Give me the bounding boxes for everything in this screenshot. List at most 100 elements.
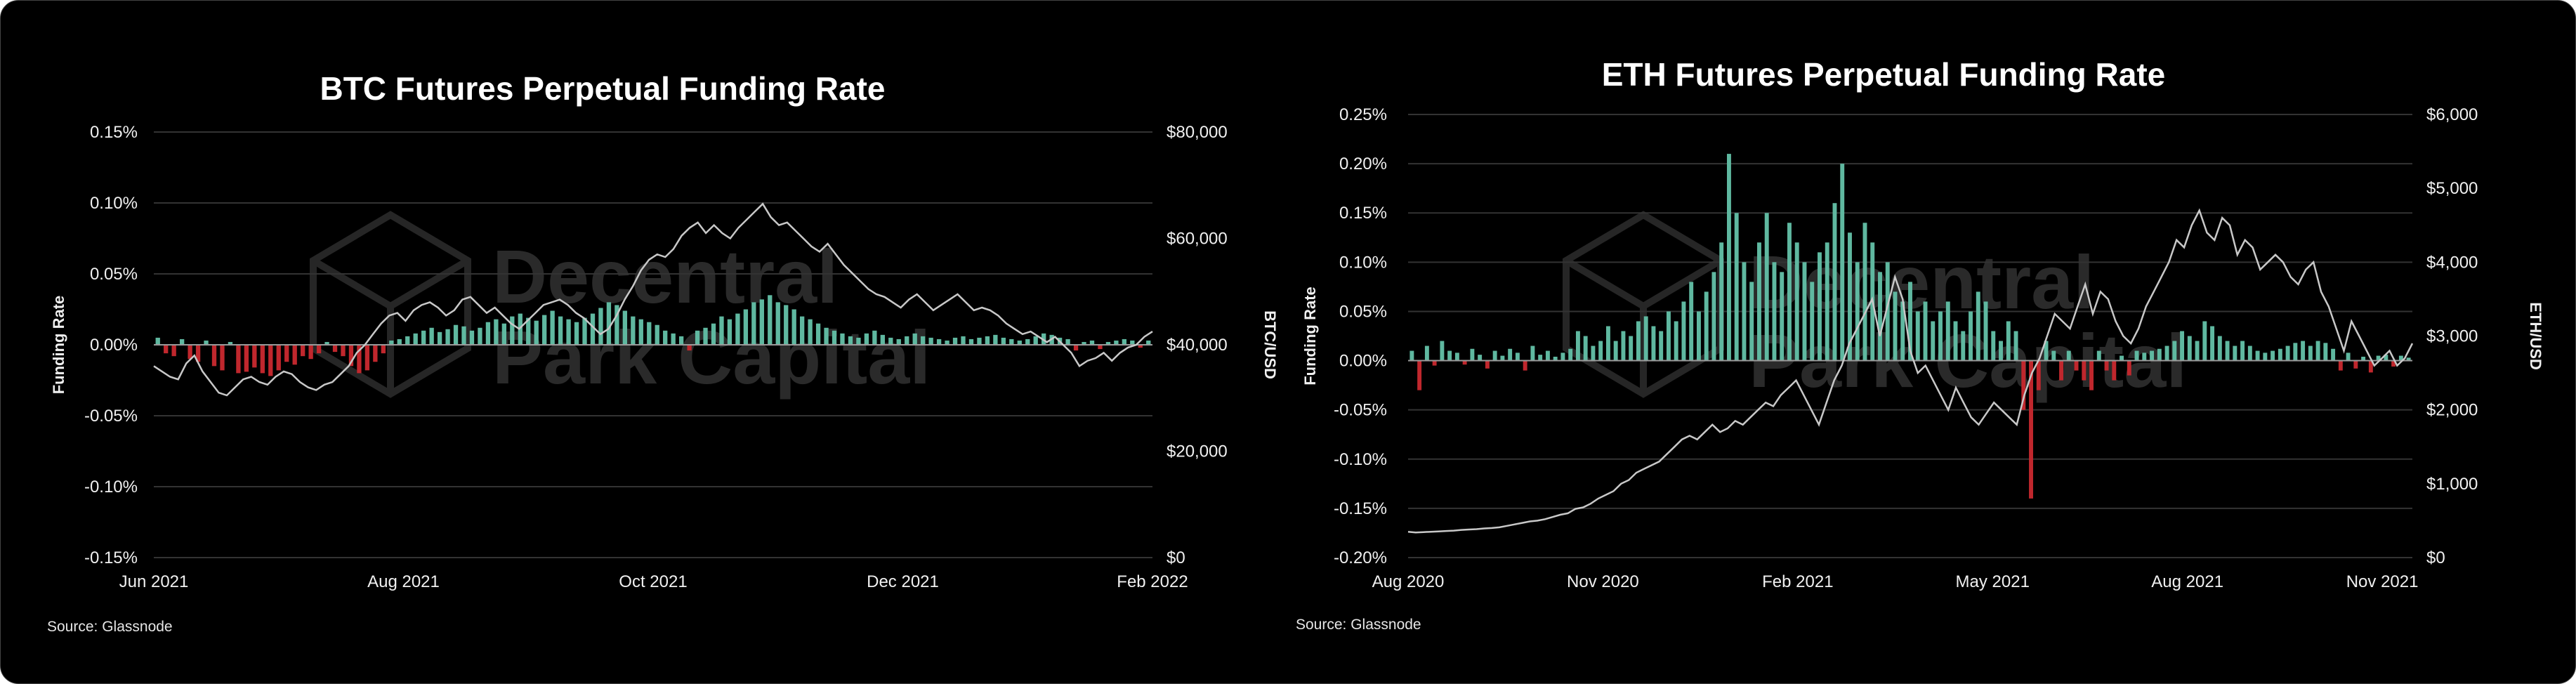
funding-rate-bar xyxy=(928,337,933,345)
funding-rate-bar xyxy=(2398,355,2403,361)
funding-rate-bar xyxy=(1825,242,1829,361)
funding-rate-bar xyxy=(1757,242,1761,361)
funding-rate-bar xyxy=(1674,321,1678,361)
funding-rate-bar xyxy=(1545,350,1550,361)
funding-rate-bar xyxy=(1818,252,1822,361)
funding-rate-bar xyxy=(815,323,821,345)
funding-rate-bar xyxy=(469,330,475,345)
funding-rate-bar xyxy=(678,336,684,345)
price-line xyxy=(1407,208,2414,534)
funding-rate-bar xyxy=(880,334,885,345)
funding-rate-bar xyxy=(534,320,539,345)
funding-rate-bar xyxy=(2293,343,2298,361)
y2-tick-label: $5,000 xyxy=(2426,179,2478,198)
y-tick-label: -0.10% xyxy=(1334,450,1387,469)
funding-rate-bar xyxy=(2142,353,2147,361)
funding-rate-bar xyxy=(848,336,853,345)
y2-tick-label: $6,000 xyxy=(2426,105,2478,124)
funding-rate-bar xyxy=(727,319,732,345)
funding-rate-bar xyxy=(2406,357,2411,361)
funding-rate-bar xyxy=(2323,343,2328,361)
funding-rate-bar xyxy=(961,336,966,345)
funding-rate-bar xyxy=(1621,331,1626,361)
x-tick-label: Jun 2021 xyxy=(119,572,189,591)
funding-rate-bar xyxy=(1976,291,1980,361)
watermark-logo-icon xyxy=(311,257,470,310)
funding-rate-bar xyxy=(1840,164,1845,361)
y-axis-label: Funding Rate xyxy=(50,296,67,395)
x-tick-label: Aug 2021 xyxy=(367,572,440,591)
funding-rate-bar xyxy=(1409,350,1414,361)
funding-rate-bar xyxy=(719,316,724,345)
funding-rate-bar xyxy=(1855,262,1860,361)
y-tick-label: 0.15% xyxy=(90,123,138,142)
funding-rate-bar xyxy=(2044,341,2049,361)
funding-rate-bar xyxy=(2361,356,2366,361)
funding-rate-bar xyxy=(2172,341,2177,361)
funding-rate-bar xyxy=(768,295,773,345)
funding-rate-bar xyxy=(582,317,587,345)
funding-rate-bar xyxy=(2263,353,2268,361)
funding-rate-bar xyxy=(1636,321,1641,361)
y-tick-label: 0.05% xyxy=(1339,302,1387,321)
funding-rate-bar xyxy=(1089,340,1095,345)
source-note: Source: Glassnode xyxy=(47,619,173,635)
funding-rate-bar xyxy=(2271,350,2275,361)
funding-rate-bar xyxy=(2255,350,2260,361)
x-tick-label: Nov 2020 xyxy=(1567,572,1639,591)
funding-rate-bar xyxy=(1659,331,1664,361)
funding-rate-bar xyxy=(1726,154,1731,361)
funding-rate-bar xyxy=(2036,360,2041,390)
funding-rate-bar xyxy=(429,327,434,345)
funding-rate-bar xyxy=(1900,301,1905,361)
funding-rate-bar xyxy=(590,313,596,345)
funding-rate-bar xyxy=(2150,350,2155,361)
funding-rate-bar xyxy=(518,313,523,345)
funding-rate-bar xyxy=(1553,356,1558,361)
funding-rate-bar xyxy=(1462,360,1467,365)
funding-rate-bar xyxy=(671,333,676,345)
funding-rate-bar xyxy=(1424,346,1429,361)
funding-rate-bar xyxy=(179,338,185,345)
funding-rate-bar xyxy=(606,302,612,345)
x-tick-label: Dec 2021 xyxy=(867,572,939,591)
funding-rate-bar xyxy=(1961,331,1966,361)
funding-rate-bar xyxy=(968,338,974,345)
funding-rate-bar xyxy=(2301,341,2306,361)
funding-rate-bar xyxy=(936,338,942,345)
funding-rate-bar xyxy=(1025,338,1030,345)
y2-axis-label: BTC/USD xyxy=(1261,310,1279,379)
y-tick-label: 0.00% xyxy=(90,336,138,355)
funding-rate-bar xyxy=(615,305,619,345)
watermark-logo-icon xyxy=(310,211,471,398)
y2-tick-label: $4,000 xyxy=(2426,253,2478,272)
funding-rate-bar xyxy=(348,345,354,367)
funding-rate-bar xyxy=(1017,340,1022,345)
funding-rate-bar xyxy=(1666,311,1671,361)
funding-rate-bar xyxy=(155,337,160,345)
funding-rate-bar xyxy=(461,326,466,345)
funding-rate-bar xyxy=(1938,311,1943,361)
funding-rate-bar xyxy=(655,324,659,345)
funding-rate-bar xyxy=(1605,326,1610,361)
funding-rate-bar xyxy=(1515,353,1520,361)
funding-rate-bar xyxy=(566,319,571,345)
funding-rate-bar xyxy=(2082,360,2087,381)
y2-tick-label: $3,000 xyxy=(2426,327,2478,346)
funding-rate-bar xyxy=(985,336,990,345)
funding-rate-bar xyxy=(2278,348,2282,361)
funding-rate-bar xyxy=(743,309,749,345)
funding-rate-bar xyxy=(840,333,845,345)
funding-rate-bar xyxy=(2384,355,2388,361)
funding-rate-bar xyxy=(171,345,176,357)
funding-rate-bar xyxy=(2285,346,2290,361)
funding-rate-bar xyxy=(1878,272,1882,361)
funding-rate-bar xyxy=(703,327,708,345)
y2-tick-label: $0 xyxy=(2426,548,2445,567)
funding-rate-bar xyxy=(1098,345,1103,350)
funding-rate-bar xyxy=(1764,213,1769,361)
y2-tick-label: $60,000 xyxy=(1167,230,1228,249)
funding-rate-bar xyxy=(1560,353,1565,361)
funding-rate-bar xyxy=(993,334,998,345)
